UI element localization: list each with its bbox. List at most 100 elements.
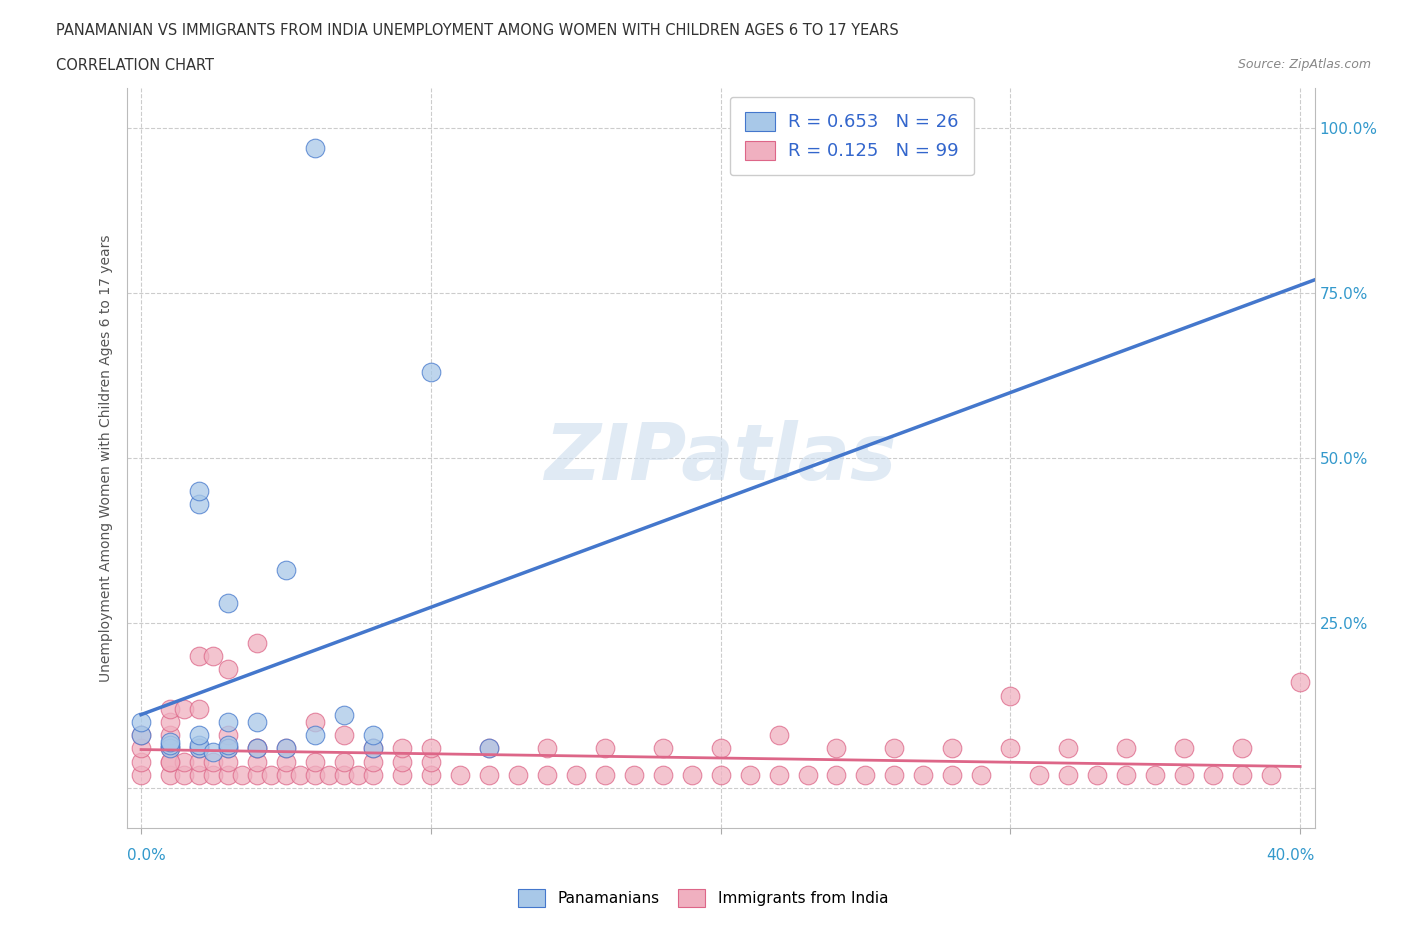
Point — [318, 767, 340, 782]
Point — [246, 767, 269, 782]
Point — [159, 714, 181, 729]
Point — [883, 767, 905, 782]
Text: 0.0%: 0.0% — [127, 848, 166, 863]
Point — [361, 741, 384, 756]
Point — [912, 767, 935, 782]
Point — [217, 728, 239, 743]
Point — [173, 701, 195, 716]
Point — [246, 741, 269, 756]
Point — [1202, 767, 1225, 782]
Point — [129, 741, 152, 756]
Point — [536, 741, 558, 756]
Point — [419, 754, 441, 769]
Point — [217, 767, 239, 782]
Point — [274, 767, 297, 782]
Point — [188, 767, 211, 782]
Point — [449, 767, 471, 782]
Point — [260, 767, 283, 782]
Point — [159, 767, 181, 782]
Point — [159, 701, 181, 716]
Point — [391, 754, 413, 769]
Point — [304, 754, 326, 769]
Point — [129, 728, 152, 743]
Point — [883, 741, 905, 756]
Point — [1115, 767, 1137, 782]
Point — [217, 741, 239, 756]
Point — [709, 741, 731, 756]
Point — [246, 635, 269, 650]
Point — [173, 754, 195, 769]
Point — [347, 767, 370, 782]
Point — [419, 767, 441, 782]
Point — [304, 714, 326, 729]
Point — [246, 741, 269, 756]
Point — [478, 767, 501, 782]
Point — [188, 754, 211, 769]
Point — [129, 767, 152, 782]
Point — [1260, 767, 1282, 782]
Point — [129, 728, 152, 743]
Point — [246, 714, 269, 729]
Point — [825, 741, 848, 756]
Point — [1230, 767, 1253, 782]
Point — [768, 728, 790, 743]
Text: ZIPatlas: ZIPatlas — [544, 420, 897, 496]
Point — [304, 140, 326, 155]
Point — [173, 767, 195, 782]
Point — [1173, 767, 1195, 782]
Point — [361, 741, 384, 756]
Point — [1057, 767, 1080, 782]
Point — [1028, 767, 1050, 782]
Point — [478, 741, 501, 756]
Point — [333, 708, 356, 723]
Point — [188, 741, 211, 756]
Point — [304, 728, 326, 743]
Point — [217, 741, 239, 756]
Point — [709, 767, 731, 782]
Point — [274, 741, 297, 756]
Point — [217, 754, 239, 769]
Point — [796, 767, 818, 782]
Point — [1085, 767, 1108, 782]
Point — [202, 754, 225, 769]
Point — [536, 767, 558, 782]
Point — [419, 741, 441, 756]
Point — [361, 754, 384, 769]
Point — [217, 737, 239, 752]
Point — [274, 754, 297, 769]
Point — [419, 365, 441, 379]
Point — [623, 767, 645, 782]
Point — [768, 767, 790, 782]
Point — [129, 754, 152, 769]
Point — [651, 767, 673, 782]
Point — [188, 701, 211, 716]
Point — [129, 714, 152, 729]
Point — [941, 741, 963, 756]
Point — [188, 484, 211, 498]
Point — [202, 744, 225, 759]
Text: PANAMANIAN VS IMMIGRANTS FROM INDIA UNEMPLOYMENT AMONG WOMEN WITH CHILDREN AGES : PANAMANIAN VS IMMIGRANTS FROM INDIA UNEM… — [56, 23, 898, 38]
Point — [217, 714, 239, 729]
Point — [159, 741, 181, 756]
Point — [1289, 675, 1312, 690]
Point — [304, 767, 326, 782]
Point — [274, 741, 297, 756]
Point — [506, 767, 529, 782]
Point — [391, 741, 413, 756]
Point — [1000, 741, 1022, 756]
Point — [159, 754, 181, 769]
Point — [1173, 741, 1195, 756]
Point — [970, 767, 993, 782]
Point — [941, 767, 963, 782]
Point — [159, 754, 181, 769]
Point — [825, 767, 848, 782]
Point — [290, 767, 312, 782]
Point — [681, 767, 703, 782]
Text: CORRELATION CHART: CORRELATION CHART — [56, 58, 214, 73]
Point — [188, 497, 211, 512]
Point — [651, 741, 673, 756]
Point — [188, 648, 211, 663]
Point — [159, 728, 181, 743]
Point — [855, 767, 877, 782]
Point — [246, 741, 269, 756]
